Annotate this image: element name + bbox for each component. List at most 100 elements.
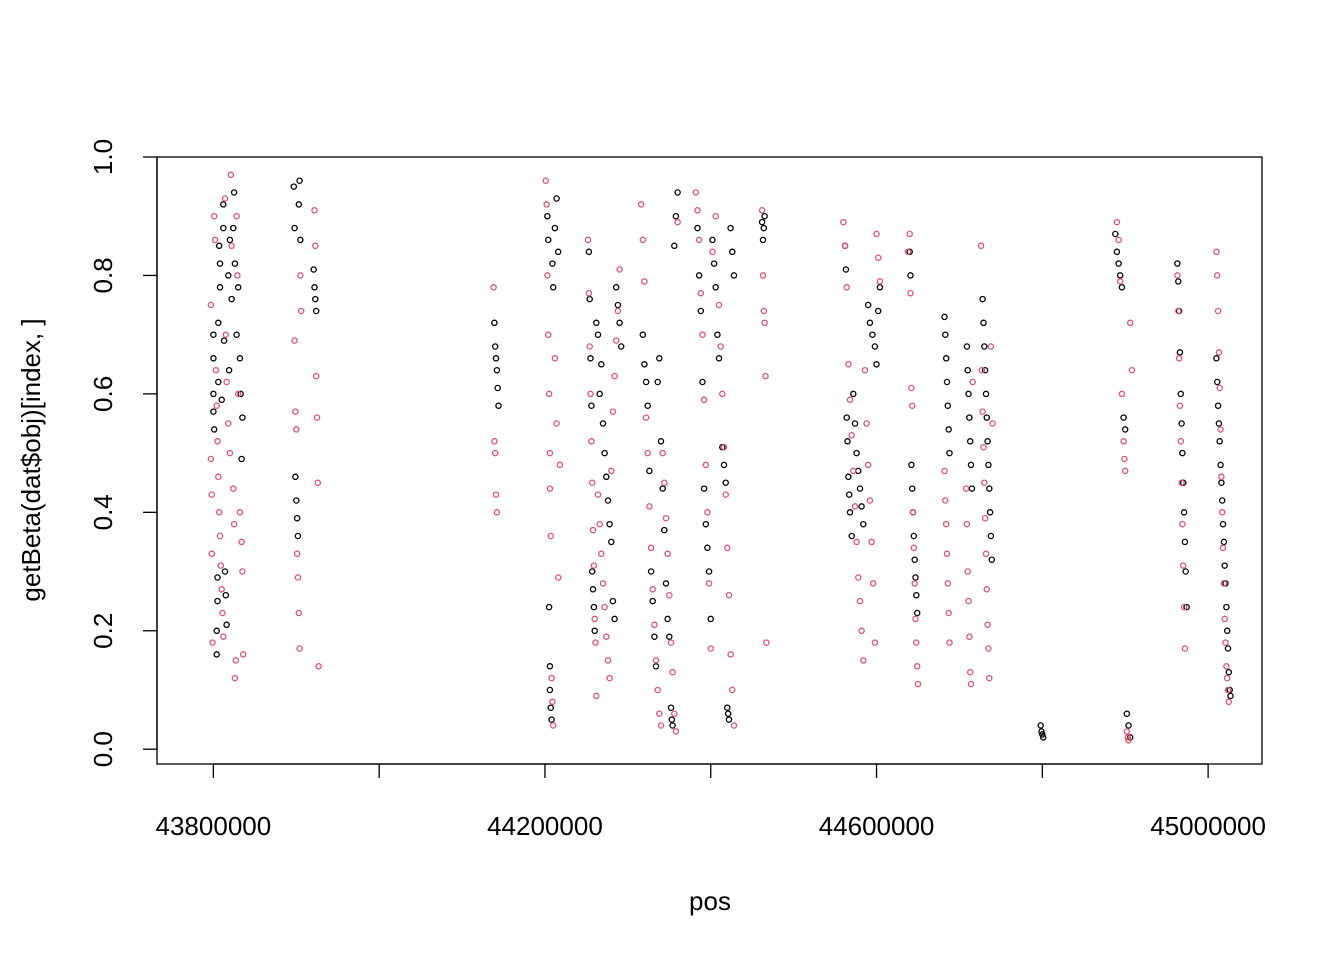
- data-point-sample-2: [1216, 350, 1221, 355]
- data-point-sample-2: [978, 243, 983, 248]
- data-point-sample-1: [231, 226, 236, 231]
- data-point-sample-2: [670, 670, 675, 675]
- data-point-sample-1: [1113, 231, 1118, 236]
- data-point-sample-1: [219, 397, 224, 402]
- data-point-sample-1: [642, 362, 647, 367]
- data-point-sample-1: [697, 273, 702, 278]
- data-point-sample-2: [493, 451, 498, 456]
- data-point-sample-2: [909, 385, 914, 390]
- data-point-sample-1: [708, 616, 713, 621]
- data-point-sample-2: [660, 451, 665, 456]
- data-point-sample-2: [846, 362, 851, 367]
- data-point-sample-2: [1178, 439, 1183, 444]
- data-point-sample-2: [548, 533, 553, 538]
- data-point-sample-2: [911, 545, 916, 550]
- data-point-sample-2: [241, 652, 246, 657]
- data-point-sample-1: [1225, 628, 1230, 633]
- data-point-sample-2: [985, 622, 990, 627]
- data-point-sample-2: [292, 338, 297, 343]
- data-point-sample-2: [1215, 273, 1220, 278]
- data-point-sample-1: [846, 474, 851, 479]
- data-point-sample-1: [713, 285, 718, 290]
- data-point-sample-1: [493, 356, 498, 361]
- data-point-sample-1: [586, 249, 591, 254]
- data-point-sample-1: [556, 249, 561, 254]
- x-tick-label: 45000000: [1150, 811, 1266, 841]
- data-point-sample-2: [209, 551, 214, 556]
- data-point-sample-2: [1129, 368, 1134, 373]
- data-point-sample-2: [762, 320, 767, 325]
- data-point-sample-1: [1182, 539, 1187, 544]
- data-point-sample-1: [1218, 462, 1223, 467]
- data-point-sample-2: [695, 208, 700, 213]
- data-point-sample-1: [665, 616, 670, 621]
- data-point-sample-2: [586, 291, 591, 296]
- data-point-sample-1: [226, 273, 231, 278]
- data-point-sample-1: [1225, 646, 1230, 651]
- data-point-sample-1: [1215, 379, 1220, 384]
- data-point-sample-2: [866, 462, 871, 467]
- data-point-sample-2: [983, 551, 988, 556]
- data-point-sample-1: [909, 462, 914, 467]
- data-point-sample-1: [700, 379, 705, 384]
- data-point-sample-1: [673, 214, 678, 219]
- data-point-sample-2: [871, 581, 876, 586]
- data-point-sample-2: [314, 374, 319, 379]
- data-point-sample-2: [214, 403, 219, 408]
- data-point-sample-1: [1217, 439, 1222, 444]
- data-point-sample-1: [552, 226, 557, 231]
- data-point-sample-1: [314, 308, 319, 313]
- data-point-sample-2: [728, 652, 733, 657]
- data-point-sample-1: [761, 226, 766, 231]
- data-point-sample-2: [1180, 522, 1185, 527]
- data-point-sample-2: [874, 231, 879, 236]
- data-point-sample-2: [640, 237, 645, 242]
- data-point-sample-1: [211, 409, 216, 414]
- data-point-sample-1: [587, 297, 592, 302]
- data-point-sample-2: [914, 640, 919, 645]
- data-point-sample-2: [544, 202, 549, 207]
- data-point-sample-1: [215, 575, 220, 580]
- data-point-sample-1: [698, 308, 703, 313]
- data-point-sample-2: [547, 391, 552, 396]
- data-point-sample-2: [693, 190, 698, 195]
- data-points: [208, 172, 1233, 743]
- data-point-sample-1: [295, 533, 300, 538]
- data-point-sample-2: [600, 581, 605, 586]
- data-point-sample-2: [665, 551, 670, 556]
- data-point-sample-2: [861, 658, 866, 663]
- data-point-sample-2: [234, 214, 239, 219]
- data-point-sample-1: [847, 510, 852, 515]
- data-point-sample-2: [607, 676, 612, 681]
- data-point-sample-1: [1178, 391, 1183, 396]
- data-point-sample-2: [1175, 273, 1180, 278]
- data-point-sample-2: [1224, 664, 1229, 669]
- data-point-sample-2: [965, 569, 970, 574]
- data-point-sample-2: [653, 658, 658, 663]
- data-point-sample-2: [228, 172, 233, 177]
- data-point-sample-1: [296, 202, 301, 207]
- data-point-sample-2: [1182, 646, 1187, 651]
- data-point-sample-2: [293, 409, 298, 414]
- data-point-sample-2: [1219, 474, 1224, 479]
- y-axis: 0.0 0.2 0.4 0.6 0.8 1.0: [88, 139, 157, 767]
- data-point-sample-2: [229, 243, 234, 248]
- data-point-sample-1: [1219, 480, 1224, 485]
- data-point-sample-2: [723, 492, 728, 497]
- data-point-sample-2: [864, 421, 869, 426]
- data-point-sample-1: [730, 249, 735, 254]
- data-point-sample-2: [227, 451, 232, 456]
- data-point-sample-2: [673, 729, 678, 734]
- data-point-sample-1: [1222, 563, 1227, 568]
- data-point-sample-1: [649, 569, 654, 574]
- data-point-sample-1: [547, 687, 552, 692]
- data-point-sample-1: [227, 368, 232, 373]
- data-point-sample-2: [545, 273, 550, 278]
- data-point-sample-1: [297, 178, 302, 183]
- data-point-sample-1: [942, 314, 947, 319]
- data-point-sample-1: [915, 610, 920, 615]
- data-point-sample-1: [1124, 711, 1129, 716]
- data-point-sample-1: [615, 302, 620, 307]
- data-point-sample-2: [945, 581, 950, 586]
- data-point-sample-1: [1216, 403, 1221, 408]
